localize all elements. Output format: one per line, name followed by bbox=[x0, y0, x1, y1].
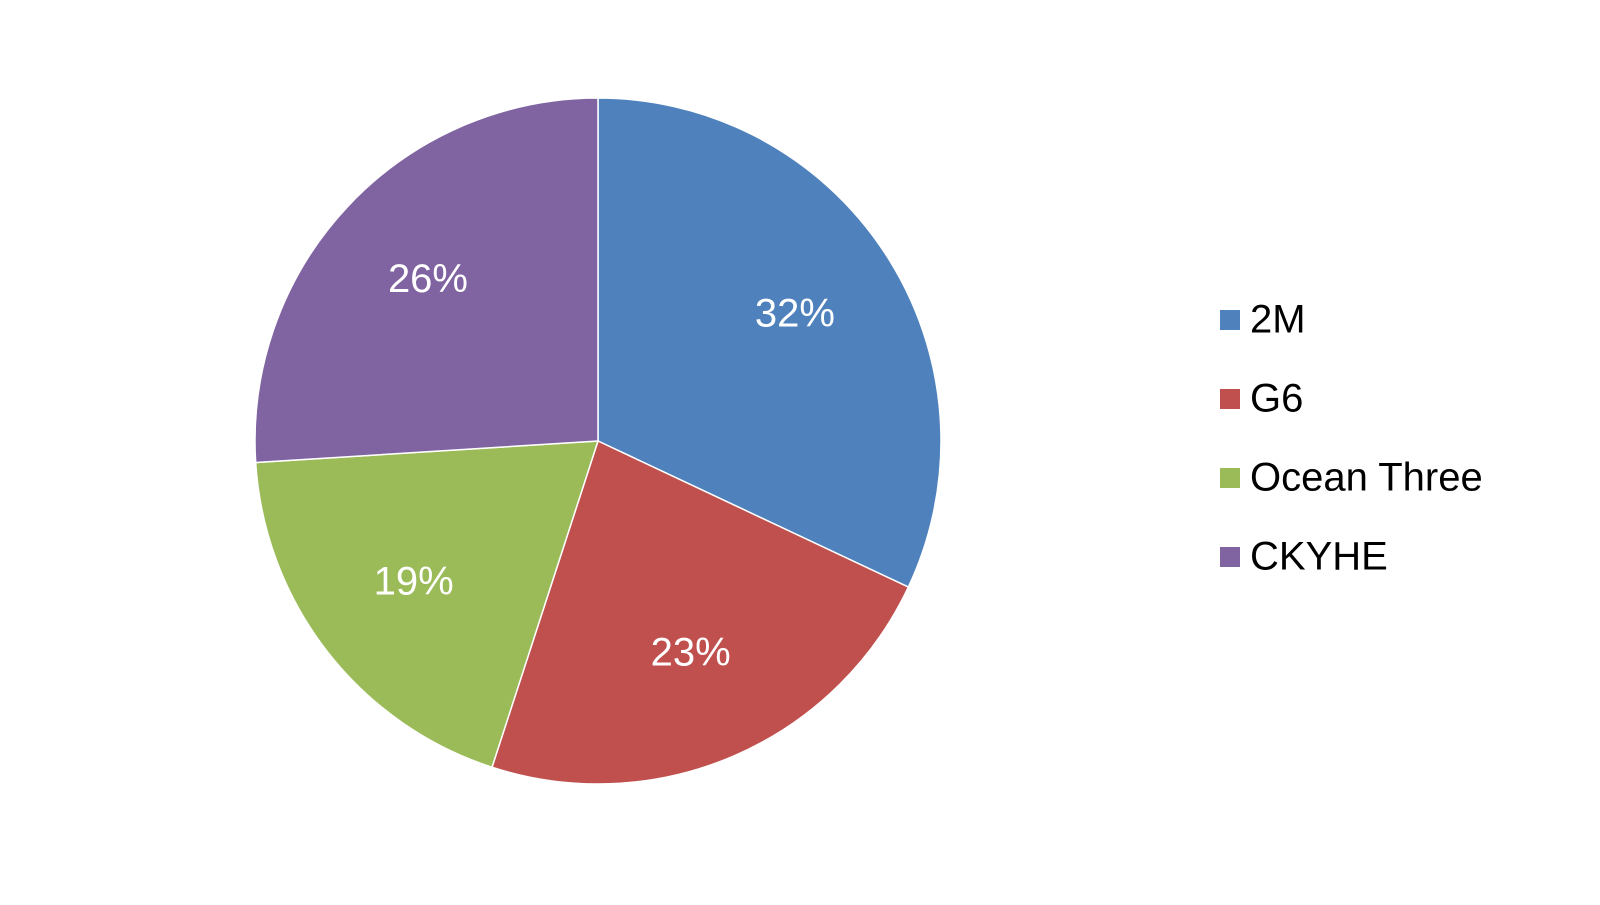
legend-swatch bbox=[1220, 468, 1240, 488]
data-label: 26% bbox=[388, 257, 468, 301]
legend-swatch bbox=[1220, 547, 1240, 567]
data-label: 23% bbox=[651, 631, 731, 675]
pie-slice bbox=[491, 439, 910, 785]
pie-slice bbox=[254, 440, 600, 769]
pie-slice bbox=[254, 97, 599, 464]
legend-text: CKYHE bbox=[1250, 535, 1388, 579]
legend-swatch bbox=[1220, 389, 1240, 409]
data-label: 32% bbox=[755, 292, 835, 336]
legend-text: G6 bbox=[1250, 377, 1303, 421]
data-label: 19% bbox=[374, 560, 454, 604]
pie-slice bbox=[597, 97, 942, 589]
legend-text: Ocean Three bbox=[1250, 456, 1483, 500]
legend-text: 2M bbox=[1250, 298, 1306, 342]
legend-swatch bbox=[1220, 310, 1240, 330]
